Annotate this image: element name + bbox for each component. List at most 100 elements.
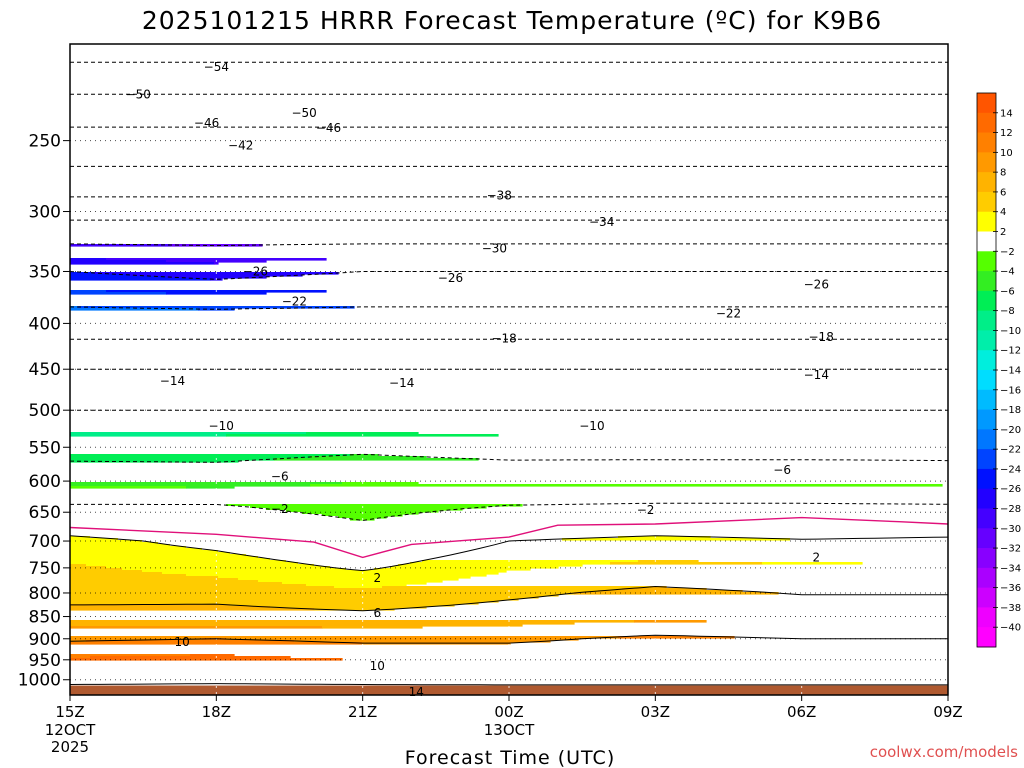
- temperature-fill-cell: [70, 244, 171, 247]
- temperature-fill-cell: [170, 244, 263, 247]
- temperature-fill-cell: [186, 546, 487, 549]
- temperature-fill-cell: [70, 582, 283, 585]
- temperature-fill-cell: [294, 640, 551, 643]
- x-tick-label: 03Z: [641, 703, 670, 721]
- x-tick-label: 18Z: [202, 703, 231, 721]
- isotherm-label: 10: [370, 659, 385, 673]
- temperature-fill-cell: [70, 556, 259, 559]
- temperature-fill-cell: [306, 584, 407, 587]
- temperature-fill-cell: [762, 562, 863, 565]
- temperature-fill-cell: [298, 562, 411, 565]
- colorbar-tick-label: 4: [1000, 207, 1006, 218]
- temperature-fill-cell: [118, 538, 563, 541]
- temperature-fill-cell: [70, 544, 171, 547]
- temperature-fill-cell: [70, 432, 307, 435]
- colorbar-tick-label: −20: [1000, 425, 1021, 436]
- isotherm-label: −14: [389, 376, 414, 390]
- temperature-fill-cell: [270, 558, 431, 561]
- isotherm-label-layer: −54−50−50−46 −46−42−38−34−30−26 −26 −26−22−…: [126, 60, 834, 699]
- x-tick-label: 21Z: [348, 703, 377, 721]
- temperature-fill-cell: [398, 564, 583, 567]
- colorbar-tick-label: −32: [1000, 544, 1021, 555]
- temperature-fill-cell: [562, 538, 791, 541]
- colorbar-swatch: [977, 350, 996, 371]
- colorbar-swatch: [977, 567, 996, 589]
- temperature-fill-cell: [70, 262, 215, 265]
- temperature-fill-cell: [574, 592, 779, 595]
- temperature-fill-cell: [70, 482, 343, 485]
- colorbar-tick-label: 8: [1000, 168, 1006, 179]
- temperature-fill-cell: [634, 620, 707, 623]
- credit-text: coolwx.com/models: [870, 743, 1018, 761]
- isotherm-contour: [69, 306, 948, 310]
- temperature-fill-cell: [162, 572, 499, 575]
- temperature-fill-cell: [70, 568, 123, 571]
- colorbar-tick-label: −24: [1000, 464, 1021, 475]
- isotherm-label: −22: [716, 307, 741, 321]
- colorbar-swatch: [977, 211, 996, 232]
- temperature-fill-cell: [142, 540, 511, 543]
- isotherm-label: 2: [373, 571, 381, 585]
- temperature-fill-cell: [246, 554, 451, 557]
- colorbar-swatch: [977, 449, 996, 470]
- temperature-fill-cell: [70, 274, 131, 277]
- temperature-fill-cell: [86, 640, 295, 643]
- colorbar-tick-label: −10: [1000, 326, 1021, 337]
- temperature-fill-cell: [70, 594, 559, 597]
- temperature-fill-cell: [70, 638, 203, 641]
- y-tick-label: 700: [29, 532, 61, 552]
- temperature-fill-cell: [70, 602, 479, 605]
- temperature-fill-cell: [70, 576, 219, 579]
- temperature-fill-cell: [70, 272, 95, 275]
- temperature-fill-cell: [382, 586, 651, 589]
- temperature-fill-cell: [70, 656, 91, 659]
- temperature-fill-cell: [106, 566, 331, 569]
- temperature-fill-cell: [78, 306, 355, 309]
- temperature-fill-cell: [226, 638, 579, 641]
- temperature-fill-cell: [70, 658, 343, 661]
- x-tick-date-label: 12OCT: [45, 721, 96, 739]
- colorbar-swatch: [977, 508, 996, 529]
- colorbar-swatch: [977, 191, 996, 213]
- colorbar-tick-label: −8: [1000, 306, 1015, 317]
- isotherm-label: −38: [487, 189, 512, 203]
- colorbar-swatch: [977, 310, 996, 331]
- temperature-fill-cell: [70, 290, 107, 293]
- temperature-fill-cell: [70, 562, 299, 565]
- isotherm-contour-layer: [69, 61, 949, 686]
- temperature-fill-cell: [70, 506, 251, 509]
- y-tick-label: 950: [29, 651, 61, 671]
- temperature-fill-layer: [70, 244, 948, 695]
- temperature-fill-cell: [70, 588, 623, 591]
- temperature-fill-cell: [122, 568, 347, 571]
- y-tick-label: 500: [29, 401, 61, 421]
- colorbar-swatch: [977, 93, 996, 114]
- y-tick-label: 450: [29, 360, 61, 380]
- temperature-fill-cell: [70, 546, 187, 549]
- temperature-fill-cell: [70, 454, 351, 457]
- colorbar-swatch: [977, 330, 996, 351]
- colorbar-swatch: [977, 290, 996, 312]
- colorbar-swatch: [977, 231, 996, 252]
- isotherm-label: −2: [637, 503, 655, 517]
- temperature-fill-cell: [70, 552, 231, 555]
- y-tick-label: 1000: [18, 671, 61, 691]
- temperature-fill-cell: [70, 306, 79, 309]
- colorbar-swatch: [977, 548, 996, 569]
- temperature-fill-cell: [70, 586, 335, 589]
- isotherm-label: 6: [373, 606, 381, 620]
- isotherm-label: −14: [804, 368, 829, 382]
- temperature-fill-cell: [598, 590, 743, 593]
- colorbar-swatch: [977, 429, 996, 450]
- isotherm-label: 2: [812, 550, 820, 564]
- temperature-fill-cell: [286, 510, 439, 513]
- temperature-fill-cell: [70, 600, 499, 603]
- colorbar-swatch: [977, 251, 996, 272]
- temperature-fill-cell: [70, 458, 275, 461]
- temperature-fill-cell: [258, 556, 443, 559]
- isotherm-label: −6: [271, 470, 289, 484]
- temperature-fill-cell: [618, 636, 735, 639]
- temperature-fill-cell: [230, 552, 459, 555]
- colorbar-legend: 14 12 10 8 6 4 2 −2 −4 −6 −8 −10 −12 −14 −16 −18 −20 −22 −…: [976, 92, 1021, 648]
- isotherm-label: −46: [316, 121, 341, 135]
